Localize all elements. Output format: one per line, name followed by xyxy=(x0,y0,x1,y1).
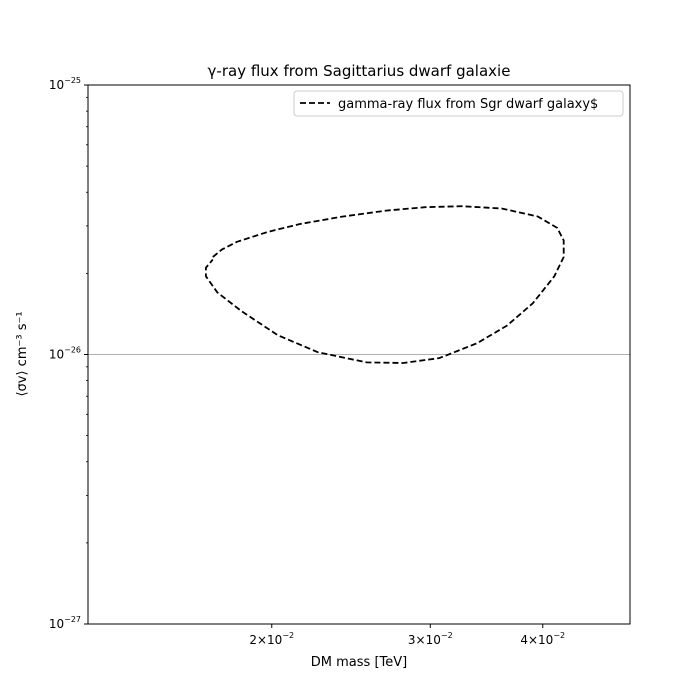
legend-box xyxy=(293,90,624,117)
y-tick-label: 10−27 xyxy=(49,615,81,631)
x-tick-label: 4×10−2 xyxy=(520,631,565,647)
series-line-0 xyxy=(205,205,565,364)
plot-area: 10−27 10−26 10−25 2×10−2 3×10−2 4×10−2 xyxy=(49,76,630,647)
y-tick-label: 10−25 xyxy=(49,76,81,92)
legend-series-label: gamma-ray flux from Sgr dwarf galaxy$ xyxy=(338,97,598,112)
chart-title: γ-ray flux from Sagittarius dwarf galaxi… xyxy=(208,62,511,80)
x-tick-label: 3×10−2 xyxy=(408,631,453,647)
y-tick-label: 10−26 xyxy=(49,346,81,362)
x-axis-label: DM mass [TeV] xyxy=(311,655,407,670)
plot-frame xyxy=(87,84,631,625)
legend: gamma-ray flux from Sgr dwarf galaxy$ xyxy=(293,90,624,117)
y-axis-label: ⟨σv⟩ cm⁻³ s⁻¹ xyxy=(15,311,30,396)
x-tick-label: 2×10−2 xyxy=(249,631,294,647)
